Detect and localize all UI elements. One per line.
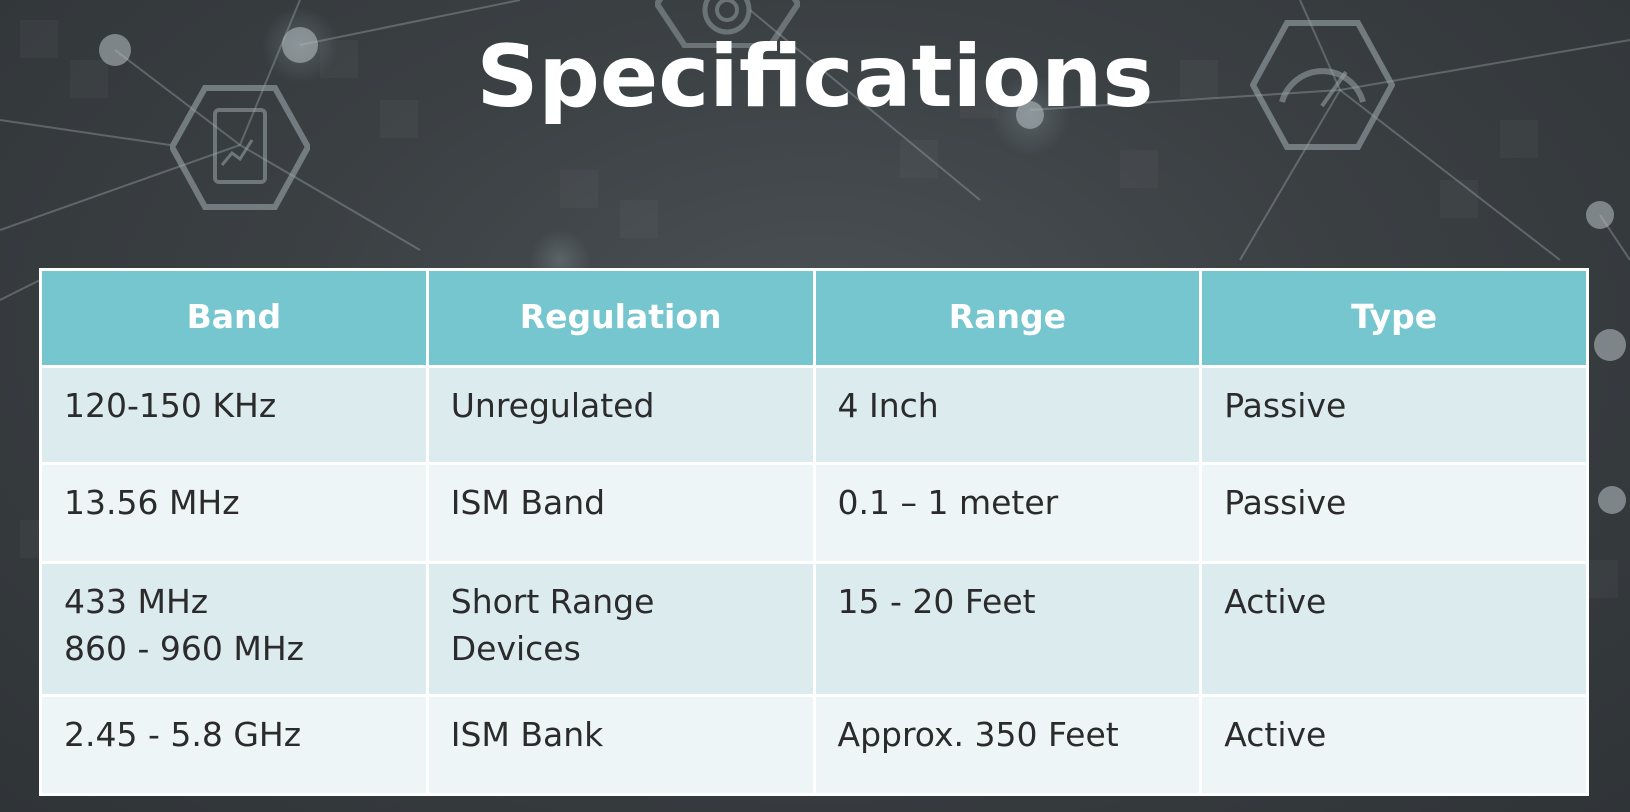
speedometer-icon: [1250, 20, 1395, 150]
cell-type: Passive: [1199, 462, 1589, 564]
cell-range: Approx. 350 Feet: [812, 694, 1203, 796]
cell-text: Devices: [450, 629, 581, 668]
cell-regulation: ISM Band: [425, 462, 816, 564]
cell-band: 2.45 - 5.8 GHz: [39, 694, 429, 796]
cell-text: Short Range: [450, 582, 655, 621]
cell-text: 860 - 960 MHz: [64, 629, 304, 668]
cell-text: Active: [1224, 582, 1327, 621]
cell-text: ISM Band: [450, 483, 606, 522]
cell-regulation: ISM Bank: [425, 694, 816, 796]
gear-icon: [655, 0, 800, 48]
cell-type: Active: [1199, 694, 1589, 796]
cell-text: Passive: [1224, 386, 1347, 425]
cell-text: Approx. 350 Feet: [837, 715, 1119, 754]
header-range: Range: [812, 268, 1203, 368]
table-row: 433 MHz 860 - 960 MHz Short Range Device…: [39, 561, 1589, 697]
table-row: 2.45 - 5.8 GHz ISM Bank Approx. 350 Feet…: [39, 694, 1589, 796]
cell-text: 15 - 20 Feet: [837, 582, 1036, 621]
cell-range: 4 Inch: [812, 365, 1203, 465]
cell-text: 13.56 MHz: [64, 483, 240, 522]
header-regulation: Regulation: [425, 268, 816, 368]
table-row: 120-150 KHz Unregulated 4 Inch Passive: [39, 365, 1589, 465]
cell-band: 120-150 KHz: [39, 365, 429, 465]
cell-text: Active: [1224, 715, 1327, 754]
cell-type: Active: [1199, 561, 1589, 697]
cell-band: 13.56 MHz: [39, 462, 429, 564]
table-row: 13.56 MHz ISM Band 0.1 – 1 meter Passive: [39, 462, 1589, 564]
cell-text: 0.1 – 1 meter: [837, 483, 1059, 522]
specifications-table: Band Regulation Range Type 120-150 KHz U…: [39, 268, 1589, 796]
header-type: Type: [1199, 268, 1589, 368]
cell-range: 15 - 20 Feet: [812, 561, 1203, 697]
tablet-chart-icon: [170, 85, 310, 210]
cell-type: Passive: [1199, 365, 1589, 465]
cell-band: 433 MHz 860 - 960 MHz: [39, 561, 429, 697]
cell-regulation: Unregulated: [425, 365, 816, 465]
cell-regulation: Short Range Devices: [425, 561, 816, 697]
table-header-row: Band Regulation Range Type: [39, 268, 1589, 368]
header-band: Band: [39, 268, 429, 368]
cell-text: ISM Bank: [450, 715, 604, 754]
cell-text: Unregulated: [450, 386, 655, 425]
cell-range: 0.1 – 1 meter: [812, 462, 1203, 564]
cell-text: 433 MHz: [64, 582, 209, 621]
cell-text: Passive: [1224, 483, 1347, 522]
slide-title: Specifications: [476, 27, 1154, 127]
cell-text: 2.45 - 5.8 GHz: [64, 715, 302, 754]
cell-text: 120-150 KHz: [64, 386, 277, 425]
cell-text: 4 Inch: [837, 386, 939, 425]
